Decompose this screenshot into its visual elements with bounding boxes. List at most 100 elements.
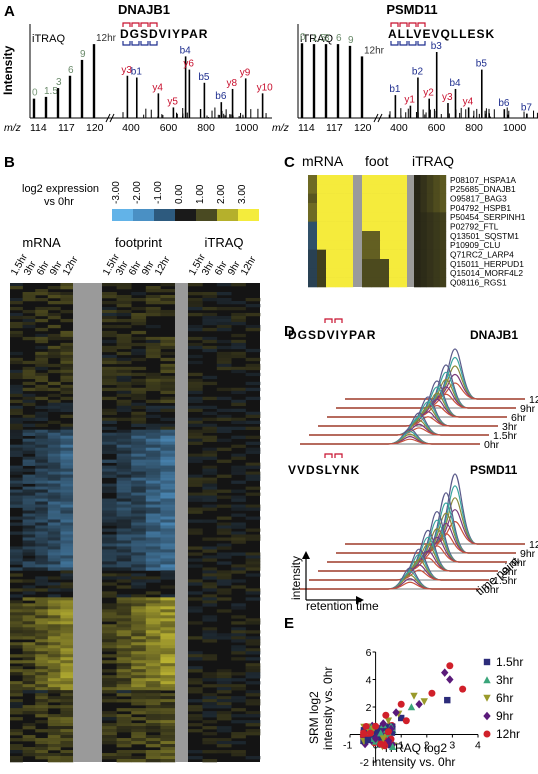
heatmap-cell — [60, 510, 74, 514]
heatmap-cell — [202, 702, 218, 706]
heatmap-cell — [202, 693, 218, 697]
heatmap-cell — [102, 450, 117, 454]
heatmap-cell — [60, 570, 74, 574]
heatmap-cell — [47, 441, 61, 445]
heatmap-cell — [216, 417, 232, 422]
heatmap-cell — [131, 675, 147, 679]
heatmap-cell — [245, 663, 261, 667]
heatmap-cell — [160, 600, 176, 604]
heatmap-cell — [47, 537, 61, 541]
heatmap-cell — [60, 675, 74, 679]
heatmap-cell — [188, 360, 203, 365]
heatmap-cell — [131, 615, 147, 619]
heatmap-cell — [47, 681, 61, 685]
legend-value: 0.00 — [174, 184, 185, 204]
heatmap-cell — [414, 193, 421, 204]
heatmap-cell — [102, 690, 117, 694]
heatmap-cell — [116, 726, 132, 730]
heatmap-cell — [188, 303, 203, 308]
heatmap-cell — [22, 660, 36, 664]
heatmap-cell — [231, 603, 246, 607]
heatmap-cell — [160, 423, 176, 427]
heatmap-cell — [145, 651, 161, 655]
heatmap-cell — [60, 444, 74, 448]
heatmap-cell — [131, 759, 147, 763]
heatmap-cell — [10, 666, 23, 670]
heatmap-cell — [380, 231, 390, 241]
heatmap-cell — [160, 594, 176, 598]
reporter-label: 6 — [336, 33, 342, 44]
itraq-label: iTRAQ — [32, 33, 65, 45]
heatmap-cell — [145, 462, 161, 466]
heatmap-cell — [116, 540, 132, 544]
heatmap-cell — [433, 240, 440, 250]
heatmap-cell — [202, 447, 218, 451]
heatmap-cell — [231, 345, 246, 350]
heatmap-cell — [160, 654, 176, 658]
heatmap-cell — [35, 444, 49, 448]
fragment-label: b6 — [215, 91, 227, 102]
heatmap-cell — [60, 654, 74, 658]
heatmap-cell — [131, 474, 147, 478]
heatmap-cell — [231, 498, 246, 502]
heatmap-cell — [116, 345, 132, 350]
heatmap-cell — [116, 663, 132, 667]
heatmap-cell — [202, 498, 218, 502]
heatmap-cell — [245, 597, 261, 601]
heatmap-cell — [116, 360, 132, 365]
heatmap-cell — [145, 741, 161, 745]
heatmap-cell — [231, 621, 246, 625]
heatmap-cell — [131, 495, 147, 499]
heatmap-cell — [202, 417, 218, 422]
heatmap-cell — [60, 636, 74, 640]
heatmap-cell — [231, 741, 246, 745]
heatmap-cell — [35, 669, 49, 673]
heatmap-cell — [308, 259, 318, 269]
heatmap-cell — [116, 576, 132, 580]
heatmap-cell — [102, 324, 117, 329]
heatmap-cell — [389, 221, 399, 232]
heatmap-cell — [22, 615, 36, 619]
heatmap-cell — [22, 537, 36, 541]
heatmap-cell — [231, 315, 246, 320]
heatmap-cell — [202, 345, 218, 350]
heatmap-cell — [216, 699, 232, 703]
heatmap-cell — [35, 471, 49, 475]
heatmap-cell — [160, 732, 176, 736]
heatmap-cell — [160, 339, 176, 344]
heatmap-cell — [131, 477, 147, 481]
time-label: 9hr — [520, 548, 536, 560]
heatmap-cell — [160, 390, 176, 395]
heatmap-cell — [231, 732, 246, 736]
heatmap-cell — [10, 654, 23, 658]
heatmap-cell — [116, 300, 132, 305]
heatmap-cell — [216, 297, 232, 302]
heatmap-cell — [245, 558, 261, 562]
heatmap-cell — [188, 750, 203, 754]
heatmap-cell — [47, 630, 61, 634]
heatmap-cell — [10, 732, 23, 736]
heatmap-cell — [60, 627, 74, 631]
heatmap-cell — [116, 528, 132, 532]
heatmap-cell — [231, 714, 246, 718]
heatmap-cell — [47, 588, 61, 592]
heatmap-cell — [160, 645, 176, 649]
panel-label-d: D — [284, 323, 295, 340]
heatmap-cell — [245, 426, 261, 430]
heatmap-cell — [145, 600, 161, 604]
heatmap-cell — [188, 384, 203, 389]
heatmap-cell — [131, 735, 147, 739]
reporter-label: 9 — [80, 49, 86, 60]
heatmap-cell — [216, 283, 232, 287]
heatmap-cell — [188, 306, 203, 311]
heatmap-cell — [145, 537, 161, 541]
heatmap-cell — [60, 294, 74, 299]
legend-swatch — [133, 209, 154, 221]
peptide-sequence: ALLVEVQLLESK — [388, 27, 495, 41]
heatmap-cell — [160, 501, 176, 505]
heatmap-cell — [160, 513, 176, 517]
heatmap-cell — [231, 456, 246, 460]
heatmap-cell — [35, 375, 49, 380]
heatmap-separator — [175, 283, 188, 762]
heatmap-cell — [131, 738, 147, 742]
